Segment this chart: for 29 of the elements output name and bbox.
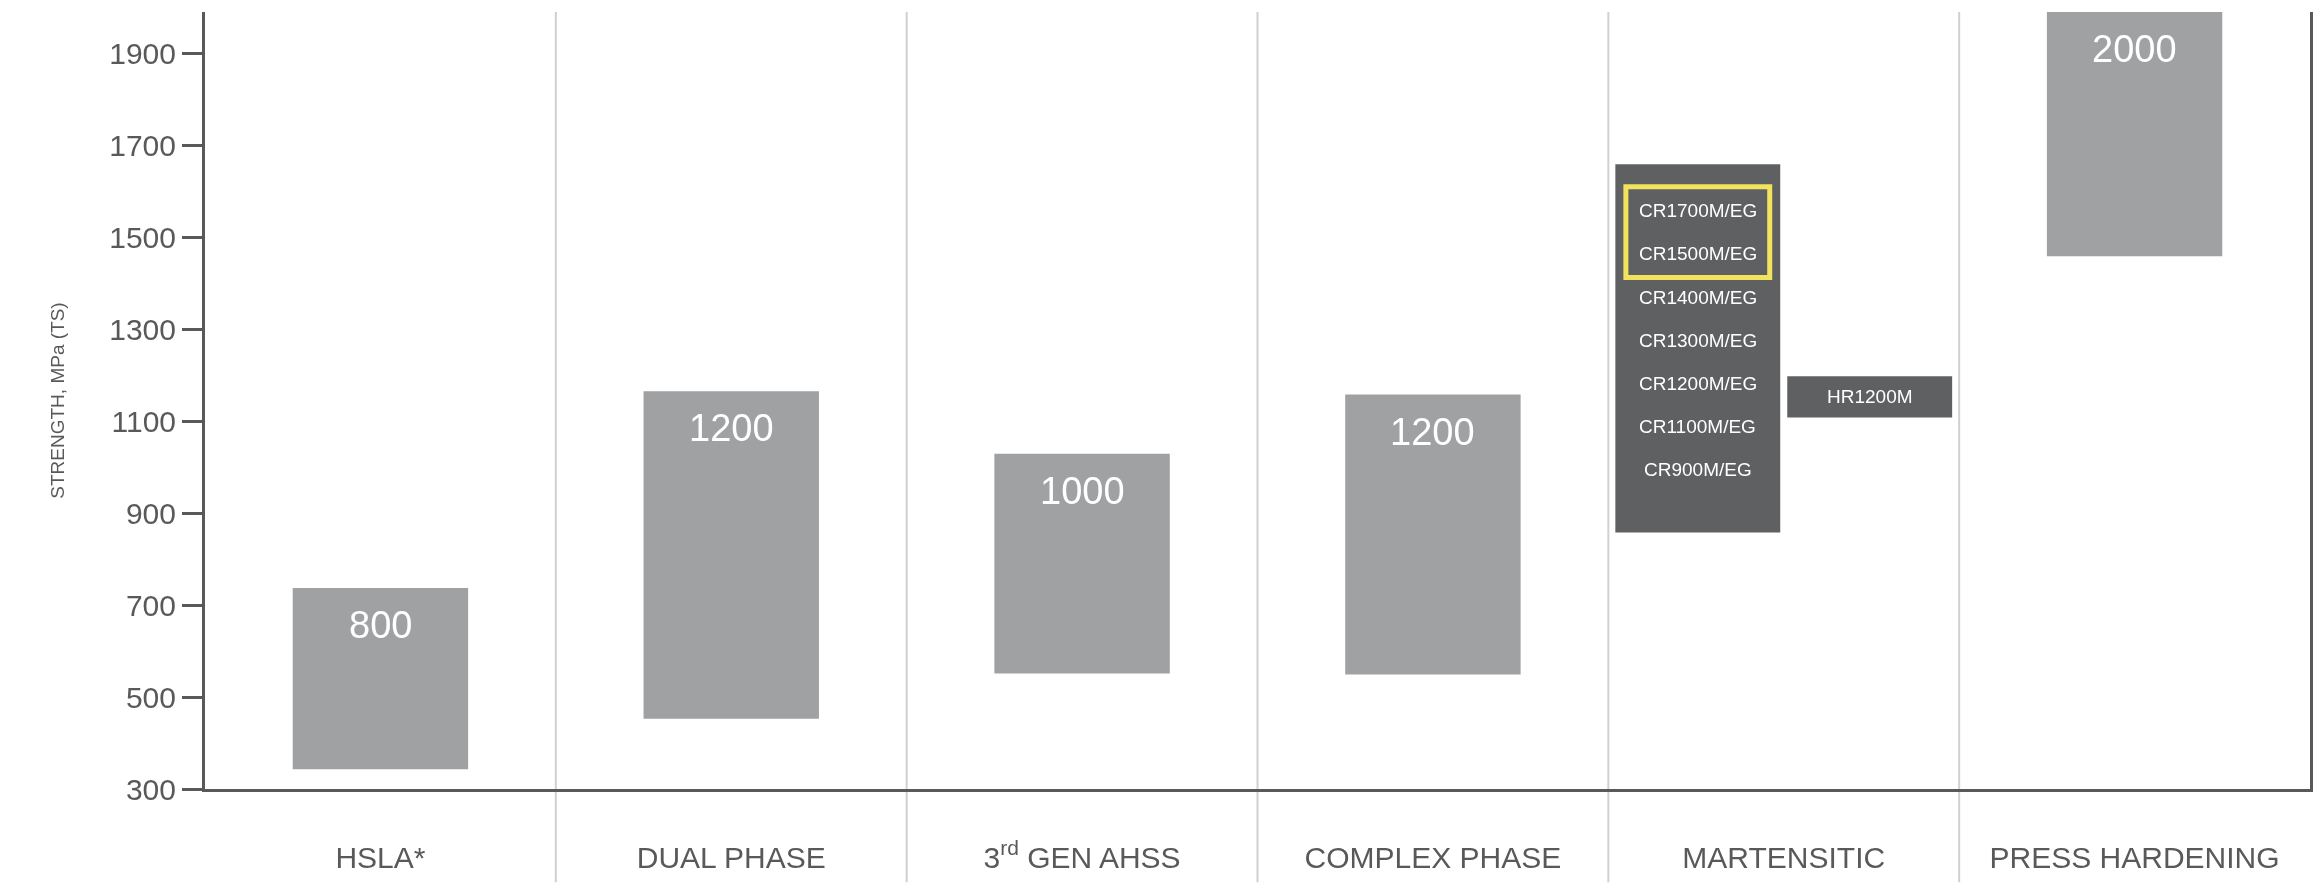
annotation: 1000 (1040, 470, 1125, 512)
annotation: 1200 (689, 407, 774, 449)
x-tick-label: MARTENSITIC (1682, 841, 1886, 874)
annotation: 1200 (1390, 411, 1475, 453)
y-tick-label: 1100 (111, 404, 176, 438)
annotation: CR1500M/EG (1639, 243, 1758, 264)
annotation: CR1400M/EG (1639, 287, 1758, 308)
y-tick-label: 300 (125, 772, 176, 806)
annotation: CR1100M/EG (1639, 416, 1756, 437)
y-tick-label: 1900 (109, 36, 176, 70)
annotation: CR1200M/EG (1639, 373, 1758, 394)
annotation: 2000 (2092, 28, 2177, 70)
x-tick-label: PRESS HARDENING (1989, 841, 2280, 874)
y-tick-label: 700 (125, 588, 176, 622)
y-tick-label: 1500 (109, 220, 176, 254)
annotation: HR1200M (1827, 386, 1913, 407)
annotation: CR1300M/EG (1639, 330, 1758, 351)
y-tick-label: 500 (125, 680, 176, 714)
annotation: CR900M/EG (1644, 459, 1752, 480)
x-tick-label: DUAL PHASE (636, 841, 826, 874)
x-tick-label: COMPLEX PHASE (1304, 841, 1562, 874)
annotation: 800 (349, 604, 413, 646)
annotation: CR1700M/EG (1639, 200, 1758, 221)
y-axis-title: STRENGTH, MPa (TS) (47, 302, 69, 499)
x-tick-label: 3$^{rd}$ GEN AHSS (983, 836, 1181, 874)
x-tick-label: HSLA* (335, 841, 426, 874)
y-tick-label: 900 (125, 496, 176, 530)
y-tick-label: 1300 (109, 312, 176, 346)
y-tick-label: 1700 (109, 128, 176, 162)
